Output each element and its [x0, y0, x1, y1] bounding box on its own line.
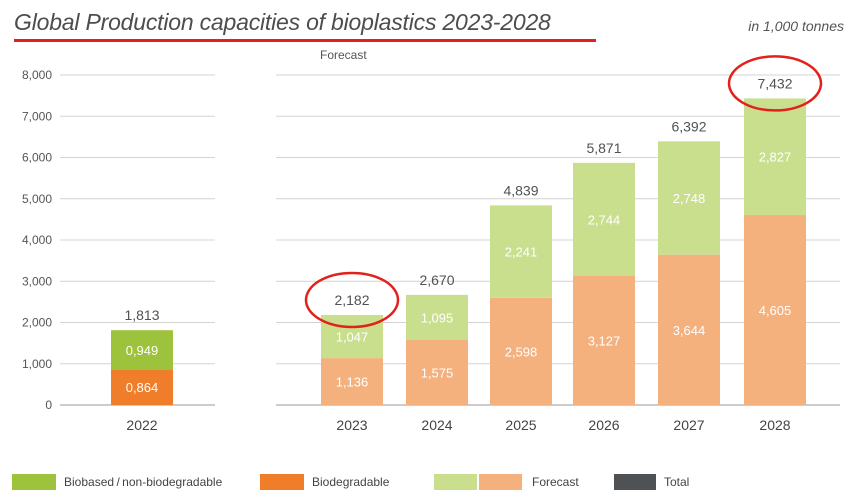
y-tick-label: 8,000	[22, 68, 52, 82]
total-label: 5,871	[586, 140, 621, 156]
data-label-biobased: 0,949	[126, 343, 159, 358]
legend-item-biodegradable: Biodegradable	[260, 474, 389, 490]
legend-swatch-biodegradable	[260, 474, 304, 490]
legend-label-biodegradable: Biodegradable	[312, 475, 390, 489]
legend-label-biobased: Biobased / non-biodegradable	[64, 475, 223, 489]
forecast-label: Forecast	[320, 48, 367, 62]
x-tick-label: 2022	[126, 417, 157, 433]
bar-biodegradable	[111, 369, 173, 405]
legend: Biobased / non-biodegradable Biodegradab…	[0, 474, 854, 494]
total-label: 1,813	[124, 307, 159, 323]
bar-biodegradable	[744, 215, 806, 405]
data-label-biodegradable: 3,127	[588, 334, 621, 349]
bar-biodegradable	[658, 254, 720, 405]
legend-item-total: Total	[614, 474, 689, 490]
y-tick-label: 0	[45, 398, 52, 412]
bar-biobased	[406, 294, 468, 341]
y-tick-label: 1,000	[22, 357, 52, 371]
data-label-biodegradable: 1,136	[336, 375, 369, 390]
bar-biobased	[744, 98, 806, 216]
y-tick-label: 7,000	[22, 109, 52, 123]
x-tick-label: 2026	[588, 417, 619, 433]
legend-swatch-total	[614, 474, 656, 490]
legend-swatch-forecast-biobased	[434, 474, 477, 490]
data-label-biodegradable: 2,598	[505, 344, 538, 359]
legend-item-forecast: Forecast	[434, 474, 579, 490]
bar-biodegradable	[490, 297, 552, 405]
y-tick-label: 5,000	[22, 192, 52, 206]
bar-biobased	[658, 141, 720, 255]
x-tick-label: 2024	[421, 417, 452, 433]
data-label-biodegradable: 4,605	[759, 303, 792, 318]
x-tick-label: 2027	[673, 417, 704, 433]
legend-item-biobased: Biobased / non-biodegradable	[12, 474, 222, 490]
unit-label: in 1,000 tonnes	[748, 18, 844, 34]
legend-swatch-forecast	[434, 474, 524, 490]
total-label: 4,839	[503, 182, 538, 198]
bar-biobased	[111, 330, 173, 370]
legend-label-total: Total	[664, 475, 690, 489]
bar-biobased	[321, 314, 383, 359]
y-tick-label: 3,000	[22, 274, 52, 288]
legend-label-forecast: Forecast	[532, 475, 579, 489]
data-label-biodegradable: 1,575	[421, 366, 454, 381]
bar-biodegradable	[573, 276, 635, 405]
data-label-biobased: 2,744	[588, 212, 621, 227]
x-tick-label: 2023	[336, 417, 367, 433]
bar-biobased	[490, 205, 552, 298]
x-tick-label: 2028	[759, 417, 790, 433]
y-tick-label: 6,000	[22, 151, 52, 165]
legend-swatch-forecast-biodegradable	[479, 474, 522, 490]
data-label-biobased: 2,241	[505, 245, 538, 260]
x-tick-label: 2025	[505, 417, 536, 433]
data-label-biobased: 1,095	[421, 310, 454, 325]
total-label: 6,392	[671, 118, 706, 134]
y-tick-label: 4,000	[22, 233, 52, 247]
bar-biobased	[573, 162, 635, 277]
bar-chart: 0 1,000 2,000 3,000 4,000 5,000 6,000 7,000 8,00…	[22, 55, 840, 433]
legend-swatch-biobased	[12, 474, 56, 490]
y-tick-label: 2,000	[22, 316, 52, 330]
highlight-circle	[727, 55, 823, 112]
total-label: 2,670	[419, 272, 454, 288]
data-label-biobased: 2,748	[673, 191, 706, 206]
total-label: 7,432	[757, 75, 792, 91]
title-underline	[14, 39, 596, 42]
highlight-circle	[304, 271, 400, 329]
data-label-biobased: 1,047	[336, 330, 369, 345]
bar-biodegradable	[406, 340, 468, 405]
data-label-biodegradable: 3,644	[673, 323, 706, 338]
data-label-biodegradable: 0,864	[126, 380, 159, 395]
chart-title: Global Production capacities of bioplast…	[14, 9, 551, 35]
data-label-biobased: 2,827	[759, 150, 792, 165]
total-label: 2,182	[334, 292, 369, 308]
bar-biodegradable	[321, 358, 383, 405]
